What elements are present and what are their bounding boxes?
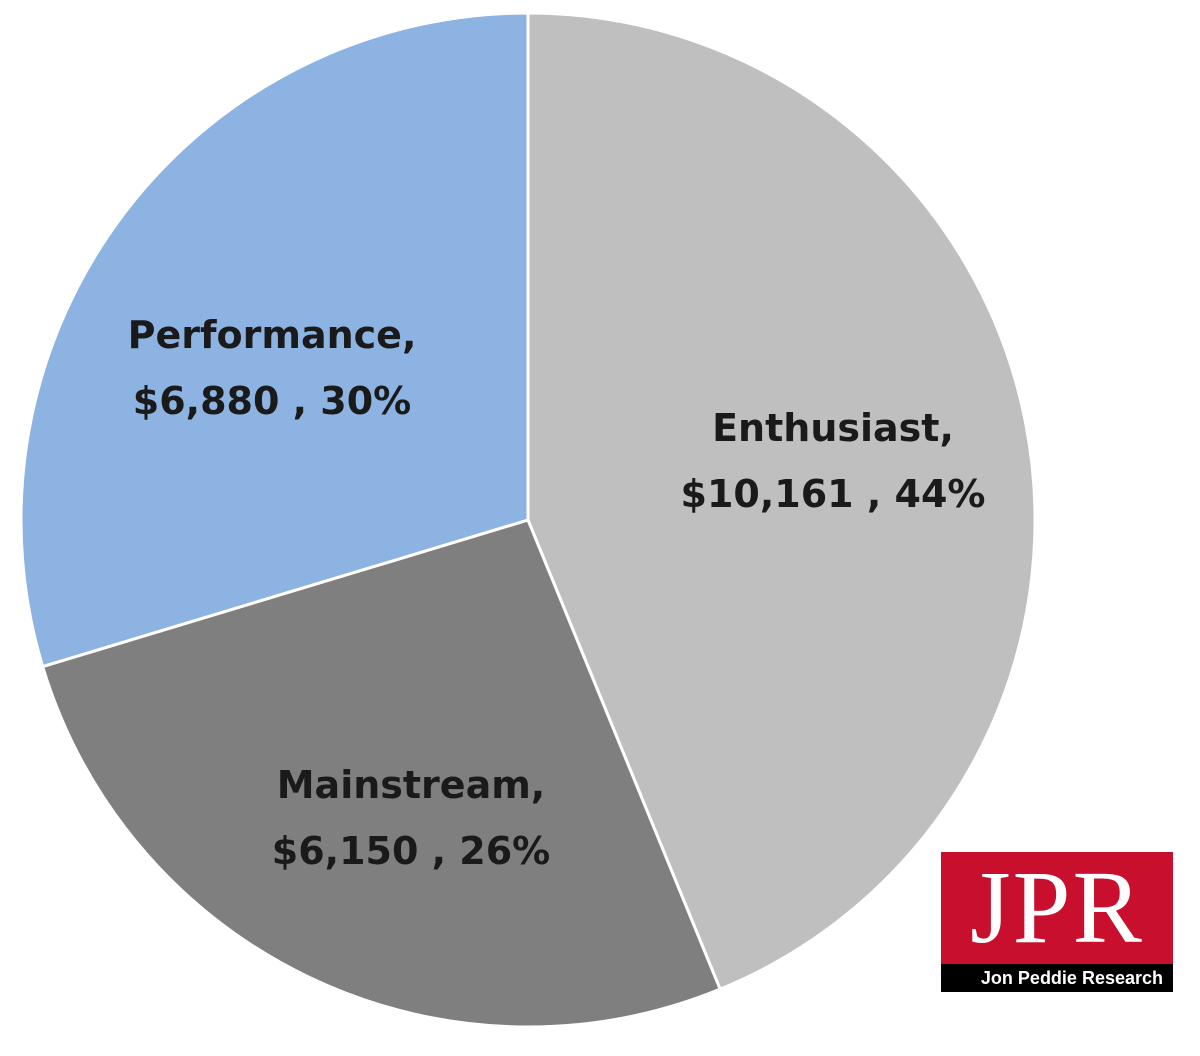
logo-caption: Jon Peddie Research xyxy=(941,964,1173,992)
pie-slice-performance xyxy=(19,11,530,669)
logo-letters: JPR xyxy=(970,850,1144,965)
slice-label-enthusiast: Enthusiast, $10,161 , 44% xyxy=(681,406,986,516)
pie-slice-mainstream xyxy=(41,518,722,1029)
pie-slice-enthusiast xyxy=(526,11,1037,991)
slice-label-mainstream: Mainstream, $6,150 , 26% xyxy=(272,763,551,873)
jpr-logo: JPR Jon Peddie Research xyxy=(941,852,1173,992)
slice-label-performance: Performance, $6,880 , 30% xyxy=(128,313,417,423)
